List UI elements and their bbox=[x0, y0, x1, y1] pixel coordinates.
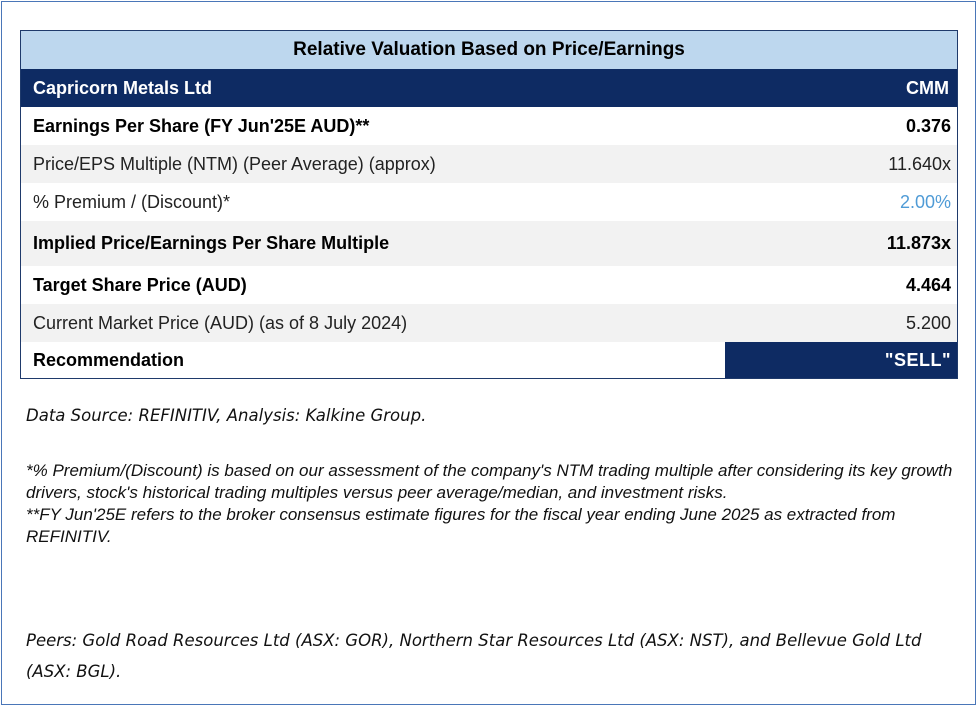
peers-note: Peers: Gold Road Resources Ltd (ASX: GOR… bbox=[26, 631, 922, 681]
fy-footnote: **FY Jun'25E refers to the broker consen… bbox=[26, 505, 896, 546]
valuation-table: Relative Valuation Based on Price/Earnin… bbox=[20, 30, 958, 379]
table-row-target-price: Target Share Price (AUD) 4.464 bbox=[21, 266, 957, 304]
table-row-implied-multiple: Implied Price/Earnings Per Share Multipl… bbox=[21, 221, 957, 266]
row-label: Target Share Price (AUD) bbox=[33, 274, 247, 295]
row-value: 0.376 bbox=[905, 115, 951, 136]
row-value: 2.00% bbox=[899, 191, 951, 212]
company-name: Capricorn Metals Ltd bbox=[33, 77, 213, 98]
company-ticker: CMM bbox=[906, 77, 949, 98]
recommendation-badge: "SELL" bbox=[725, 342, 957, 378]
table-row-recommendation: Recommendation "SELL" bbox=[21, 342, 957, 378]
row-label: Current Market Price (AUD) (as of 8 July… bbox=[33, 312, 408, 333]
row-value: 4.464 bbox=[905, 274, 951, 295]
row-label: Earnings Per Share (FY Jun'25E AUD)** bbox=[33, 115, 370, 136]
table-row-premium: % Premium / (Discount)* 2.00% bbox=[21, 183, 957, 221]
company-header-row: Capricorn Metals Ltd CMM bbox=[21, 69, 957, 107]
row-label: Price/EPS Multiple (NTM) (Peer Average) … bbox=[33, 153, 436, 174]
row-value: 11.640x bbox=[888, 153, 951, 174]
row-label: Implied Price/Earnings Per Share Multipl… bbox=[33, 233, 390, 253]
recommendation-label: Recommendation bbox=[33, 349, 185, 370]
table-row-pe-multiple: Price/EPS Multiple (NTM) (Peer Average) … bbox=[21, 145, 957, 183]
data-source-note: Data Source: REFINITIV, Analysis: Kalkin… bbox=[26, 406, 427, 425]
table-row-market-price: Current Market Price (AUD) (as of 8 July… bbox=[21, 304, 957, 342]
table-row-eps: Earnings Per Share (FY Jun'25E AUD)** 0.… bbox=[21, 107, 957, 145]
row-label: % Premium / (Discount)* bbox=[33, 191, 231, 212]
row-value: 5.200 bbox=[905, 312, 951, 333]
footnotes: *% Premium/(Discount) is based on our as… bbox=[26, 460, 956, 548]
row-value: 11.873x bbox=[886, 233, 951, 253]
table-title: Relative Valuation Based on Price/Earnin… bbox=[21, 31, 957, 69]
premium-footnote: *% Premium/(Discount) is based on our as… bbox=[26, 461, 953, 502]
